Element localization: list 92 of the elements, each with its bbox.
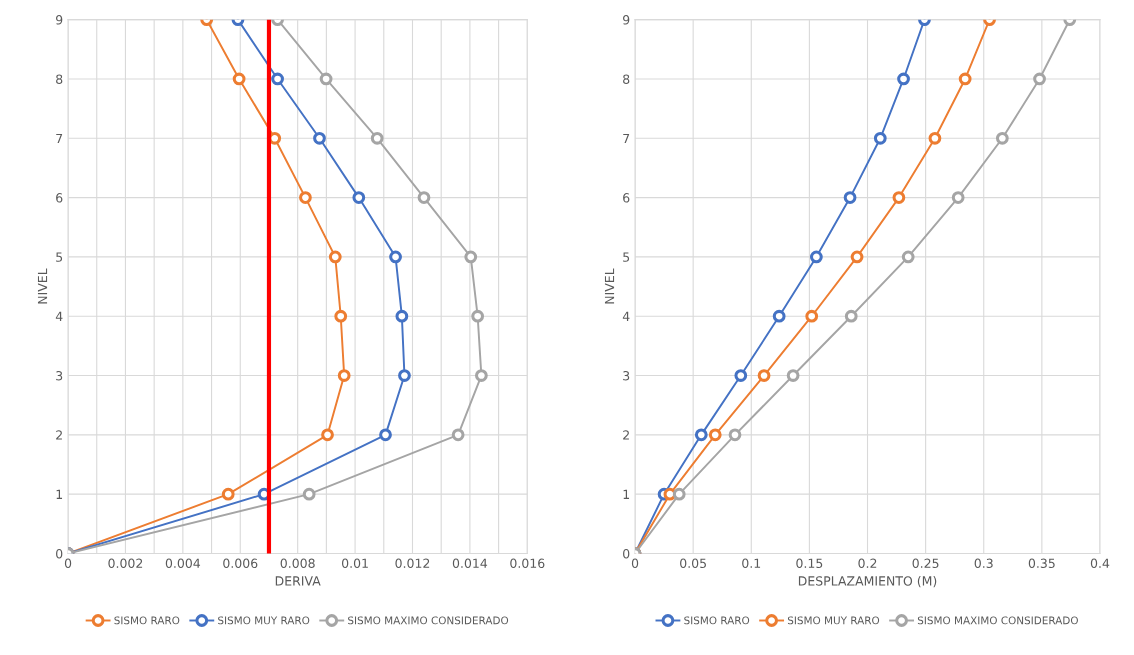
point — [901, 250, 915, 264]
point — [417, 191, 431, 204]
point — [319, 72, 333, 86]
point — [892, 191, 906, 204]
x-tick-label: 0.4 — [1090, 558, 1110, 569]
point — [299, 191, 312, 204]
legend-label: SISMO MUY RARO — [218, 616, 310, 625]
point — [337, 369, 351, 382]
point — [313, 131, 326, 145]
y-tick-label: 9 — [623, 15, 630, 25]
point — [232, 72, 246, 86]
point — [873, 131, 887, 145]
point — [352, 191, 366, 204]
point — [471, 309, 485, 323]
x-tick-label: 0.004 — [165, 558, 201, 569]
point — [321, 428, 334, 442]
y-tick-label: 3 — [623, 371, 630, 381]
point — [734, 369, 748, 382]
point — [951, 191, 965, 204]
x-tick-label: 0 — [64, 558, 72, 569]
point — [897, 72, 910, 86]
y-tick-label: 4 — [55, 311, 63, 321]
x-tick-label: 0.35 — [1028, 558, 1055, 569]
point — [474, 369, 488, 382]
x-tick-label: 0.014 — [452, 558, 488, 569]
point — [843, 191, 857, 204]
y-tick-label: 4 — [622, 311, 630, 321]
x-tick-label: 0.25 — [912, 558, 939, 569]
point — [958, 72, 972, 86]
y-tick-label: 7 — [56, 133, 63, 144]
y-axis-title: NIVEL — [37, 268, 48, 304]
point — [398, 369, 411, 382]
point — [928, 131, 942, 145]
x-tick-label: 0.05 — [680, 558, 706, 569]
legend-label: SISMO MAXIMO CONSIDERADO — [348, 616, 509, 625]
y-tick-label: 1 — [56, 489, 63, 499]
point — [694, 428, 708, 442]
point — [334, 309, 348, 323]
x-tick-label: 0.002 — [108, 558, 143, 569]
y-tick-label: 5 — [623, 252, 630, 262]
y-tick-label: 9 — [56, 15, 63, 25]
y-tick-label: 8 — [623, 74, 630, 84]
x-tick-label: 0.1 — [742, 558, 761, 569]
x-axis-title: DERIVA — [275, 576, 321, 586]
x-tick-label: 0.15 — [796, 558, 823, 569]
point — [389, 250, 402, 264]
x-tick-label: 0.006 — [223, 558, 258, 569]
x-tick-label: 0 — [631, 558, 639, 569]
y-tick-label: 0 — [56, 548, 63, 559]
point — [395, 309, 409, 323]
legend-label: SISMO RARO — [114, 616, 180, 625]
point — [708, 428, 722, 442]
x-axis-title: DESPLAZAMIENTO (M) — [798, 576, 937, 588]
x-tick-label: 0.3 — [974, 558, 993, 569]
point — [672, 487, 686, 501]
y-tick-label: 2 — [56, 430, 62, 440]
y-tick-label: 6 — [56, 193, 63, 203]
legend-label: SISMO RARO — [684, 616, 750, 625]
point — [328, 250, 342, 264]
point — [302, 487, 316, 501]
point — [728, 428, 742, 442]
point — [772, 309, 786, 323]
legend-label: SISMO MAXIMO CONSIDERADO — [917, 616, 1078, 625]
y-tick-label: 2 — [623, 430, 629, 440]
x-tick-label: 0.2 — [858, 558, 877, 569]
x-tick-label: 0.01 — [341, 558, 368, 569]
point — [379, 428, 392, 442]
point — [370, 131, 384, 145]
point — [221, 487, 235, 501]
y-tick-label: 5 — [56, 252, 63, 262]
point — [805, 309, 819, 323]
x-tick-label: 0.016 — [510, 558, 545, 569]
point — [850, 250, 864, 264]
y-axis-title: NIVEL — [604, 268, 615, 304]
y-tick-label: 3 — [56, 371, 63, 381]
point — [1033, 72, 1046, 86]
x-tick-label: 0.012 — [395, 558, 430, 569]
x-tick-label: 0.008 — [280, 558, 315, 569]
legend-label: SISMO MUY RARO — [787, 616, 880, 625]
y-tick-label: 7 — [623, 133, 630, 144]
point — [995, 131, 1009, 145]
y-tick-label: 0 — [623, 548, 630, 559]
point — [844, 309, 858, 323]
y-tick-label: 6 — [623, 193, 630, 203]
point — [451, 428, 465, 442]
point — [786, 369, 800, 382]
point — [757, 369, 771, 382]
y-tick-label: 8 — [56, 74, 63, 84]
point — [271, 72, 284, 86]
point — [809, 250, 823, 264]
y-tick-label: 1 — [623, 489, 630, 499]
point — [464, 250, 478, 264]
